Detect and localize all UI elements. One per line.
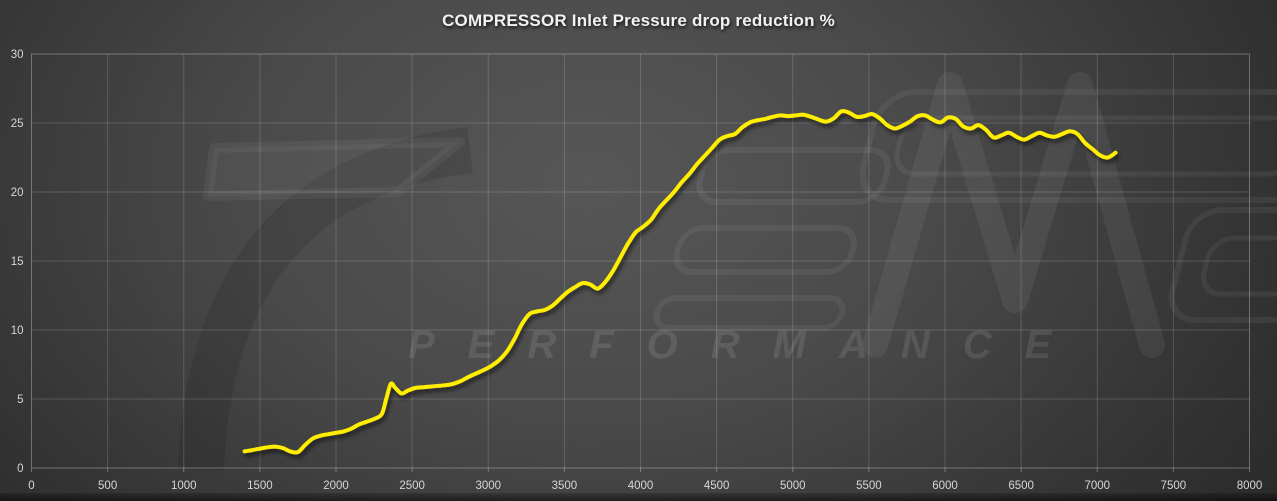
x-axis-tick-label: 500 — [98, 480, 117, 492]
x-axis-tick-label: 6500 — [1008, 480, 1034, 492]
x-axis-tick-label: 6000 — [932, 480, 958, 492]
axis-tick-marks — [31, 468, 1250, 472]
x-axis-tick-label: 0 — [28, 480, 34, 492]
x-axis-tick-label: 2000 — [323, 480, 349, 492]
watermark-letter-e-bowl — [653, 89, 1277, 331]
watermark-letter-a-bar — [203, 137, 465, 201]
y-axis-tick-label: 20 — [11, 187, 24, 199]
y-axis-tick-label: 25 — [11, 118, 24, 130]
y-axis-labels: 0 5 10 15 20 25 30 — [11, 49, 24, 475]
ams-logo-watermark: PERFORMANCE — [178, 72, 1277, 471]
watermark-performance-text: PERFORMANCE — [408, 323, 1084, 367]
x-axis-tick-label: 7000 — [1084, 480, 1110, 492]
y-axis-tick-label: 5 — [17, 394, 23, 406]
bottom-edge-shade — [0, 493, 1277, 501]
x-axis-tick-label: 1500 — [247, 480, 273, 492]
x-axis-tick-label: 4500 — [704, 480, 730, 492]
x-axis-tick-label: 8000 — [1237, 480, 1263, 492]
y-axis-tick-label: 10 — [11, 325, 24, 337]
y-axis-tick-label: 15 — [11, 256, 24, 268]
x-axis-tick-label: 2500 — [399, 480, 425, 492]
watermark-letter-s — [1168, 207, 1277, 323]
x-axis-tick-label: 7500 — [1161, 480, 1187, 492]
x-axis-tick-label: 3000 — [475, 480, 501, 492]
x-axis-tick-label: 3500 — [552, 480, 578, 492]
y-axis-tick-label: 0 — [17, 463, 23, 475]
x-axis-tick-label: 5500 — [856, 480, 882, 492]
y-axis-tick-label: 30 — [11, 49, 24, 61]
plot-area-border — [31, 53, 1250, 469]
x-axis-tick-label: 5000 — [780, 480, 806, 492]
x-axis-labels: 0 500 1000 1500 2000 2500 3000 3500 4000 4500 5000… — [28, 480, 1262, 492]
chart-title: COMPRESSOR Inlet Pressure drop reduction… — [442, 11, 835, 30]
watermark-letter-m — [862, 72, 1165, 358]
x-axis-tick-label: 4000 — [628, 480, 654, 492]
data-line — [242, 108, 1118, 455]
x-axis-tick-label: 1000 — [171, 480, 197, 492]
grid-lines — [31, 54, 1250, 468]
watermark-letter-a-swoosh — [178, 127, 473, 471]
